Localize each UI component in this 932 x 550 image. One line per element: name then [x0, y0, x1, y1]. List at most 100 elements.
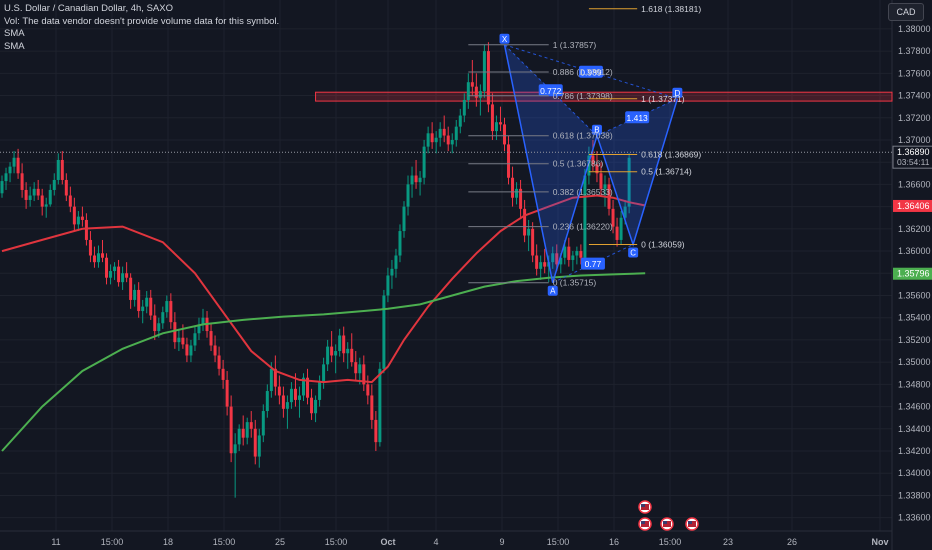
price-tick-label: 1.35400 — [898, 313, 931, 323]
pattern-point-b[interactable]: B — [591, 124, 602, 135]
candle — [434, 131, 438, 154]
candle-body — [531, 228, 535, 256]
candle-body — [454, 126, 458, 140]
price-tick-label: 1.35200 — [898, 335, 931, 345]
resistance-zone[interactable] — [315, 91, 893, 102]
pattern-ratio-label[interactable]: 1.413 — [625, 111, 650, 124]
candle — [96, 245, 100, 268]
price-badge-text: 1.35796 — [897, 269, 930, 279]
candle — [125, 262, 129, 283]
candle — [209, 323, 213, 352]
candle-body — [88, 239, 92, 256]
candle-body — [362, 364, 366, 385]
pattern-point-x[interactable]: X — [499, 33, 510, 44]
pattern-point-c[interactable]: C — [628, 247, 639, 258]
flag-canton — [641, 521, 645, 524]
us-flag-event-icon[interactable] — [660, 517, 674, 531]
candle — [426, 126, 430, 154]
candle-body — [458, 115, 462, 127]
time-axis[interactable]: 11 15:00 18 15:00 25 15:00 Oct 4 9 15:00 16 15:00 23… — [51, 537, 888, 547]
pattern-ratio-label[interactable]: 0.989 — [578, 65, 603, 78]
candle-body — [394, 255, 398, 269]
pattern-point-a[interactable]: A — [547, 285, 558, 296]
candle — [615, 217, 619, 247]
candle-body — [149, 297, 153, 316]
ratio-text: 1.413 — [627, 113, 649, 123]
candle-body — [169, 301, 173, 323]
candle-body — [24, 189, 28, 200]
candle — [213, 335, 217, 363]
point-badge — [628, 247, 639, 258]
fib-level-label: 0.236 (1.36220) — [553, 222, 613, 232]
candle — [4, 167, 8, 190]
us-flag-event-icon[interactable] — [638, 517, 652, 531]
candle — [322, 357, 326, 389]
price-axis[interactable]: 1.33600 1.33800 1.34000 1.34200 1.34400 1.346… — [892, 24, 932, 523]
pattern-ratio-label[interactable]: 0.77 — [580, 257, 605, 270]
time-tick-label: 16 — [609, 537, 619, 547]
candle-body — [338, 335, 342, 352]
candle-body — [44, 204, 48, 207]
price-tick-label: 1.36000 — [898, 246, 931, 256]
candle-body — [257, 435, 261, 457]
sma-lines — [1, 194, 646, 452]
us-flag-event-icon[interactable] — [638, 500, 652, 514]
candle — [233, 433, 237, 498]
price-axis-badge[interactable]: 1.36406 — [893, 199, 932, 212]
economic-events[interactable] — [638, 500, 699, 531]
price-tick-label: 1.37800 — [898, 46, 931, 56]
price-tick-label: 1.35600 — [898, 290, 931, 300]
candle — [531, 222, 535, 263]
candle-body — [438, 128, 442, 138]
pattern-triangle-xab[interactable] — [504, 44, 598, 283]
candle — [153, 304, 157, 340]
point-text: B — [594, 126, 599, 135]
candle-body — [507, 144, 511, 178]
candle-body — [245, 422, 249, 438]
pattern-ratio-label[interactable]: 0.772 — [538, 84, 563, 97]
indicator-sma-2[interactable]: SMA — [4, 40, 25, 52]
candle — [378, 362, 382, 447]
price-tick-label: 1.35000 — [898, 357, 931, 367]
candle-body — [494, 122, 498, 132]
currency-button[interactable]: CAD — [888, 3, 924, 21]
candle — [12, 151, 16, 174]
us-flag-event-icon[interactable] — [685, 517, 699, 531]
candle — [350, 333, 354, 367]
candle — [197, 317, 201, 340]
candle-body — [261, 411, 265, 436]
resistance-zone-box[interactable] — [315, 91, 893, 102]
indicator-sma-1[interactable]: SMA — [4, 28, 25, 39]
symbol-title[interactable]: U.S. Dollar / Canadian Dollar, 4h, SAXO — [4, 3, 173, 14]
candle — [571, 251, 575, 272]
candle — [314, 395, 318, 423]
flag-canton — [663, 521, 667, 524]
candle-body — [346, 348, 350, 354]
harmonic-pattern[interactable]: 0.772 0.989 1.413 0.77 X A B C D — [499, 33, 683, 296]
candle — [619, 211, 623, 245]
candle-body — [193, 333, 197, 346]
pattern-point-d[interactable]: D — [672, 87, 683, 98]
price-tick-label: 1.37000 — [898, 135, 931, 145]
candle-body — [241, 428, 245, 438]
candle-body — [571, 255, 575, 260]
pattern-ratio-line — [504, 44, 598, 137]
pattern-triangle-bcd[interactable] — [597, 98, 678, 245]
candle — [555, 244, 559, 272]
point-text: X — [502, 35, 508, 44]
candle — [105, 253, 109, 285]
candle-body — [559, 257, 563, 265]
candle-body — [173, 322, 177, 343]
candle-body — [390, 268, 394, 276]
price-axis-badge[interactable]: 1.35796 — [893, 267, 932, 280]
fib-level-label: 0.382 (1.36533) — [553, 187, 613, 197]
candle — [482, 44, 486, 98]
candle — [527, 219, 531, 252]
candle — [56, 153, 60, 185]
candle-body — [366, 384, 370, 396]
candle — [121, 266, 125, 290]
candle-body — [269, 368, 273, 392]
candle — [575, 246, 579, 265]
